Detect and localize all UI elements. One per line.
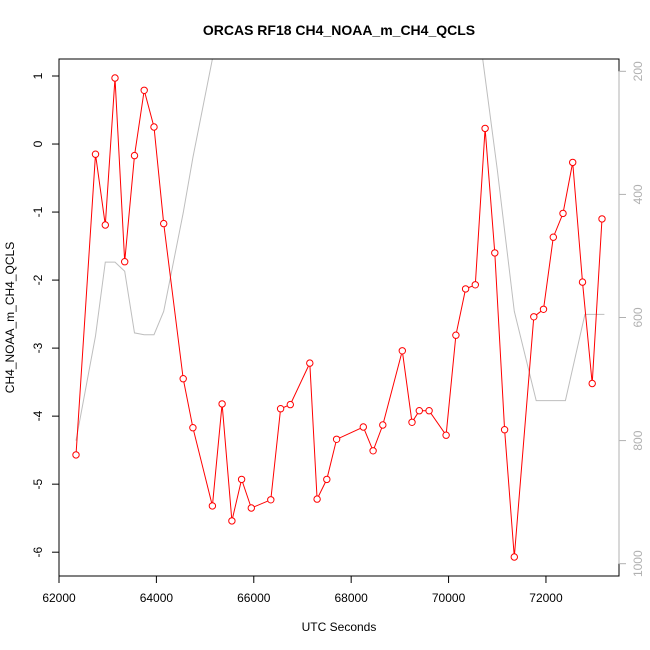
data-point — [160, 219, 168, 228]
y2-tick-label: 800 — [631, 430, 645, 450]
main-series-line — [75, 77, 603, 558]
data-point — [569, 158, 577, 167]
data-point — [247, 504, 256, 512]
data-point — [491, 249, 499, 257]
y-axis-label: CH4_NOAA_m_CH4_QCLS — [3, 242, 17, 393]
y-axis: -6 -5 -4 -3 -2 -1 0 1 — [31, 72, 60, 558]
data-point — [72, 451, 80, 459]
data-point — [130, 151, 139, 160]
data-point — [218, 400, 226, 408]
y-tick-label: -3 — [31, 342, 45, 353]
data-point — [359, 423, 367, 431]
data-point — [500, 426, 509, 434]
x-tick-label: 62000 — [42, 591, 76, 605]
data-point — [415, 407, 423, 415]
y-tick-label: -5 — [31, 479, 45, 490]
secondary-series-layer — [75, 58, 605, 441]
y-tick-label: 0 — [31, 140, 45, 147]
y-tick-label: -6 — [31, 547, 45, 558]
data-point — [398, 347, 406, 355]
data-point — [442, 431, 450, 439]
x-tick-label: 70000 — [432, 591, 466, 605]
data-point — [539, 305, 548, 313]
y2-tick-label: 400 — [631, 184, 645, 204]
data-point — [276, 405, 285, 413]
y-tick-label: 1 — [31, 72, 45, 79]
data-point — [408, 418, 416, 426]
x-tick-label: 72000 — [529, 591, 563, 605]
y2-tick-label: 600 — [631, 307, 645, 327]
data-point — [237, 475, 246, 484]
data-point — [323, 475, 331, 484]
x-tick-label: 66000 — [237, 591, 271, 605]
data-point — [578, 278, 587, 286]
data-point — [369, 447, 377, 455]
data-point — [150, 123, 158, 131]
data-point — [481, 124, 489, 133]
data-point — [471, 281, 479, 289]
data-point — [510, 553, 518, 561]
data-point — [140, 86, 148, 95]
y2-tick-label: 1000 — [631, 550, 645, 577]
chart-title: ORCAS RF18 CH4_NOAA_m_CH4_QCLS — [203, 22, 475, 38]
data-point — [189, 424, 197, 432]
main-series-layer — [72, 74, 606, 561]
y-tick-label: -2 — [31, 274, 45, 285]
data-point — [461, 285, 470, 293]
data-point — [179, 375, 187, 383]
y2-axis: 200 400 600 800 1000 — [618, 61, 645, 577]
data-point — [549, 233, 557, 241]
data-point — [267, 496, 275, 504]
data-point — [228, 517, 236, 525]
data-point — [425, 407, 433, 415]
data-point — [598, 215, 606, 223]
data-point — [313, 495, 321, 503]
data-point — [306, 359, 314, 367]
data-point — [91, 150, 100, 158]
data-point — [588, 379, 596, 388]
x-tick-label: 68000 — [334, 591, 368, 605]
x-axis: 62000 64000 66000 68000 70000 72000 — [42, 575, 563, 605]
y-tick-label: -4 — [31, 410, 45, 421]
data-point — [286, 400, 294, 409]
data-point — [208, 502, 217, 510]
x-tick-label: 64000 — [140, 591, 174, 605]
data-point — [559, 209, 567, 218]
data-point — [121, 258, 129, 266]
y-tick-label: -1 — [31, 206, 45, 217]
data-point — [452, 331, 460, 339]
data-point — [379, 421, 387, 429]
data-point — [101, 221, 110, 229]
data-point — [530, 313, 538, 321]
data-point — [111, 74, 119, 82]
x-axis-label: UTC Seconds — [302, 620, 377, 634]
data-point — [332, 435, 341, 443]
secondary-series-line — [75, 58, 605, 441]
y2-tick-label: 200 — [631, 61, 645, 81]
